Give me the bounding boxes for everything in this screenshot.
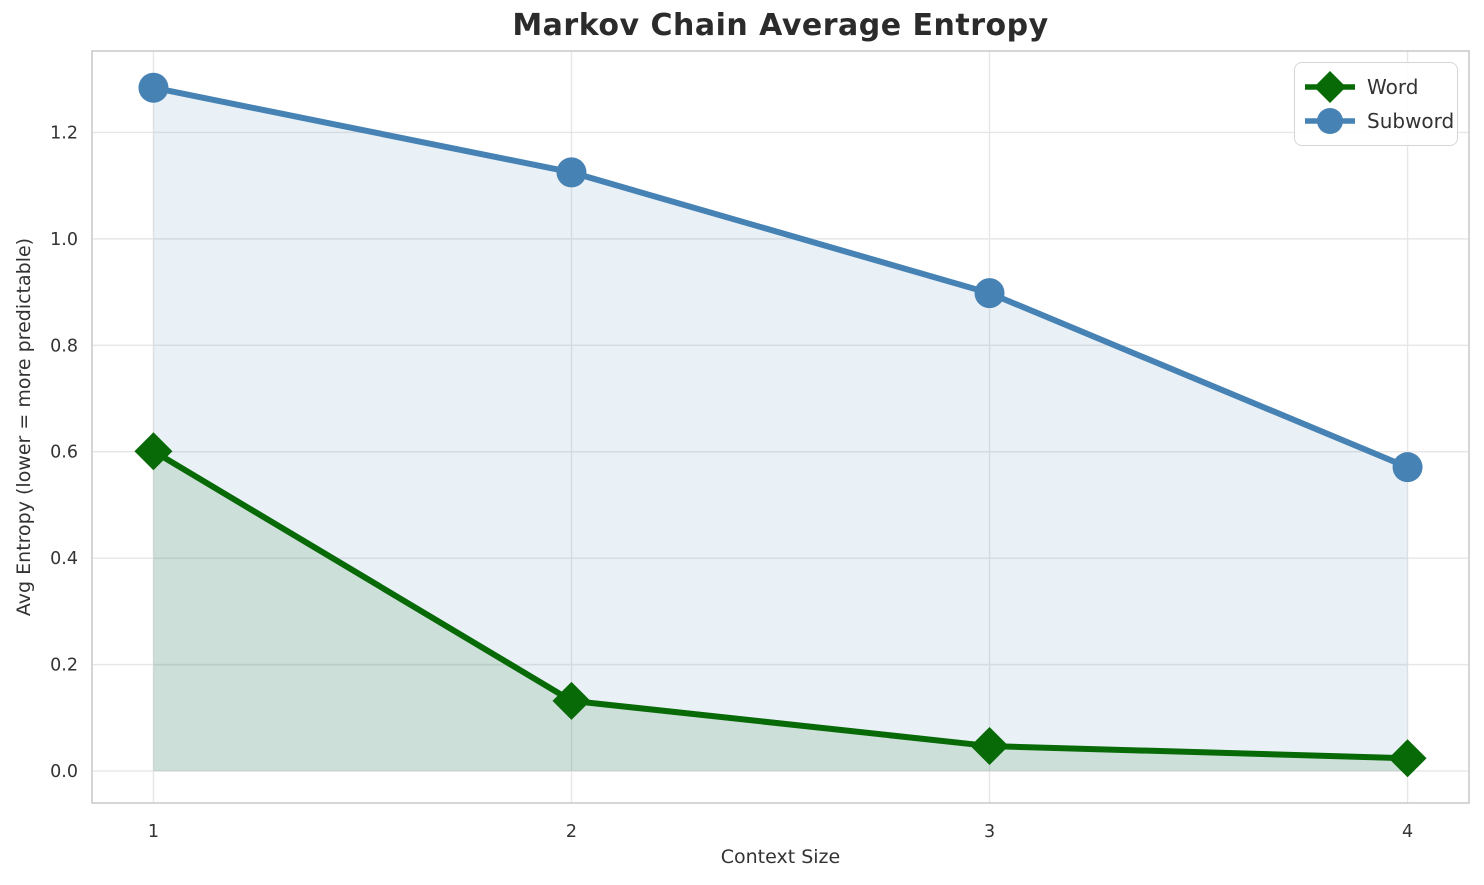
x-axis-label: Context Size — [720, 846, 841, 868]
y-axis-label: Avg Entropy (lower = more predictable) — [13, 237, 35, 617]
legend-marker-shape — [1317, 108, 1343, 134]
y-tick-label: 0.8 — [50, 336, 78, 356]
legend-marker-shape — [1314, 71, 1346, 103]
word-data-point-3 — [970, 727, 1009, 766]
legend-label-subword: Subword — [1367, 109, 1455, 133]
legend-item-subword: Subword — [1303, 104, 1454, 138]
chart-title: Markov Chain Average Entropy — [512, 8, 1049, 43]
x-tick-label: 2 — [566, 822, 577, 842]
word-data-point-4 — [1388, 739, 1427, 778]
subword-data-point-4 — [1392, 452, 1423, 483]
y-tick-label: 1.0 — [50, 230, 78, 250]
word-diamond-marker-icon — [1305, 71, 1355, 103]
y-tick-label: 0.6 — [50, 443, 78, 463]
subword-area-fill — [153, 87, 1408, 772]
word-data-point-2 — [552, 681, 591, 720]
x-tick-label: 3 — [984, 822, 995, 842]
plot-border — [91, 50, 1470, 804]
subword-data-point-3 — [974, 278, 1005, 309]
y-tick-label: 0.2 — [50, 656, 78, 676]
subword-data-point-2 — [556, 157, 587, 188]
y-tick-label: 0.4 — [50, 549, 78, 569]
legend-label-word: Word — [1367, 75, 1419, 99]
word-area-fill — [153, 451, 1408, 772]
legend: Word Subword — [1294, 62, 1458, 146]
y-tick-label: 1.2 — [50, 123, 78, 143]
subword-line — [150, 84, 1411, 471]
subword-circle-marker-icon — [1305, 108, 1355, 134]
y-tick-label: 0.0 — [50, 762, 78, 782]
legend-item-word: Word — [1303, 70, 1447, 104]
word-line — [150, 448, 1411, 762]
subword-data-point-1 — [138, 72, 169, 103]
x-tick-label: 1 — [148, 822, 159, 842]
word-data-point-1 — [134, 432, 173, 471]
x-tick-label: 4 — [1402, 822, 1413, 842]
